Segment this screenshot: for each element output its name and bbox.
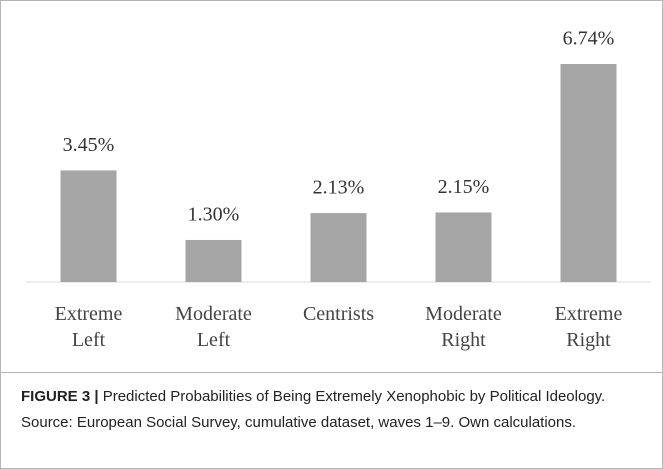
value-label: 3.45% — [63, 134, 115, 156]
caption: FIGURE 3 | Predicted Probabilities of Be… — [21, 384, 646, 436]
bar — [560, 64, 617, 282]
value-label: 2.13% — [313, 177, 365, 199]
chart: 3.45% 1.30% 2.13% 2.15% 6.74% — [26, 28, 651, 283]
caption-separator — [1, 372, 662, 373]
category-label: Extreme Left — [54, 303, 123, 351]
category-label: Moderate Right — [425, 303, 502, 351]
category-label: Centrists — [302, 303, 375, 325]
bar — [60, 170, 117, 282]
value-label: 2.15% — [438, 176, 490, 198]
value-label: 1.30% — [188, 204, 240, 226]
caption-label: FIGURE 3 | — [21, 388, 99, 405]
bar — [435, 212, 492, 282]
bar — [185, 239, 242, 282]
bar — [310, 213, 367, 282]
category-label: Moderate Left — [175, 303, 252, 351]
value-label: 6.74% — [563, 28, 615, 50]
caption-text: Predicted Probabilities of Being Extreme… — [21, 388, 606, 431]
category-label: Extreme Right — [554, 303, 623, 351]
